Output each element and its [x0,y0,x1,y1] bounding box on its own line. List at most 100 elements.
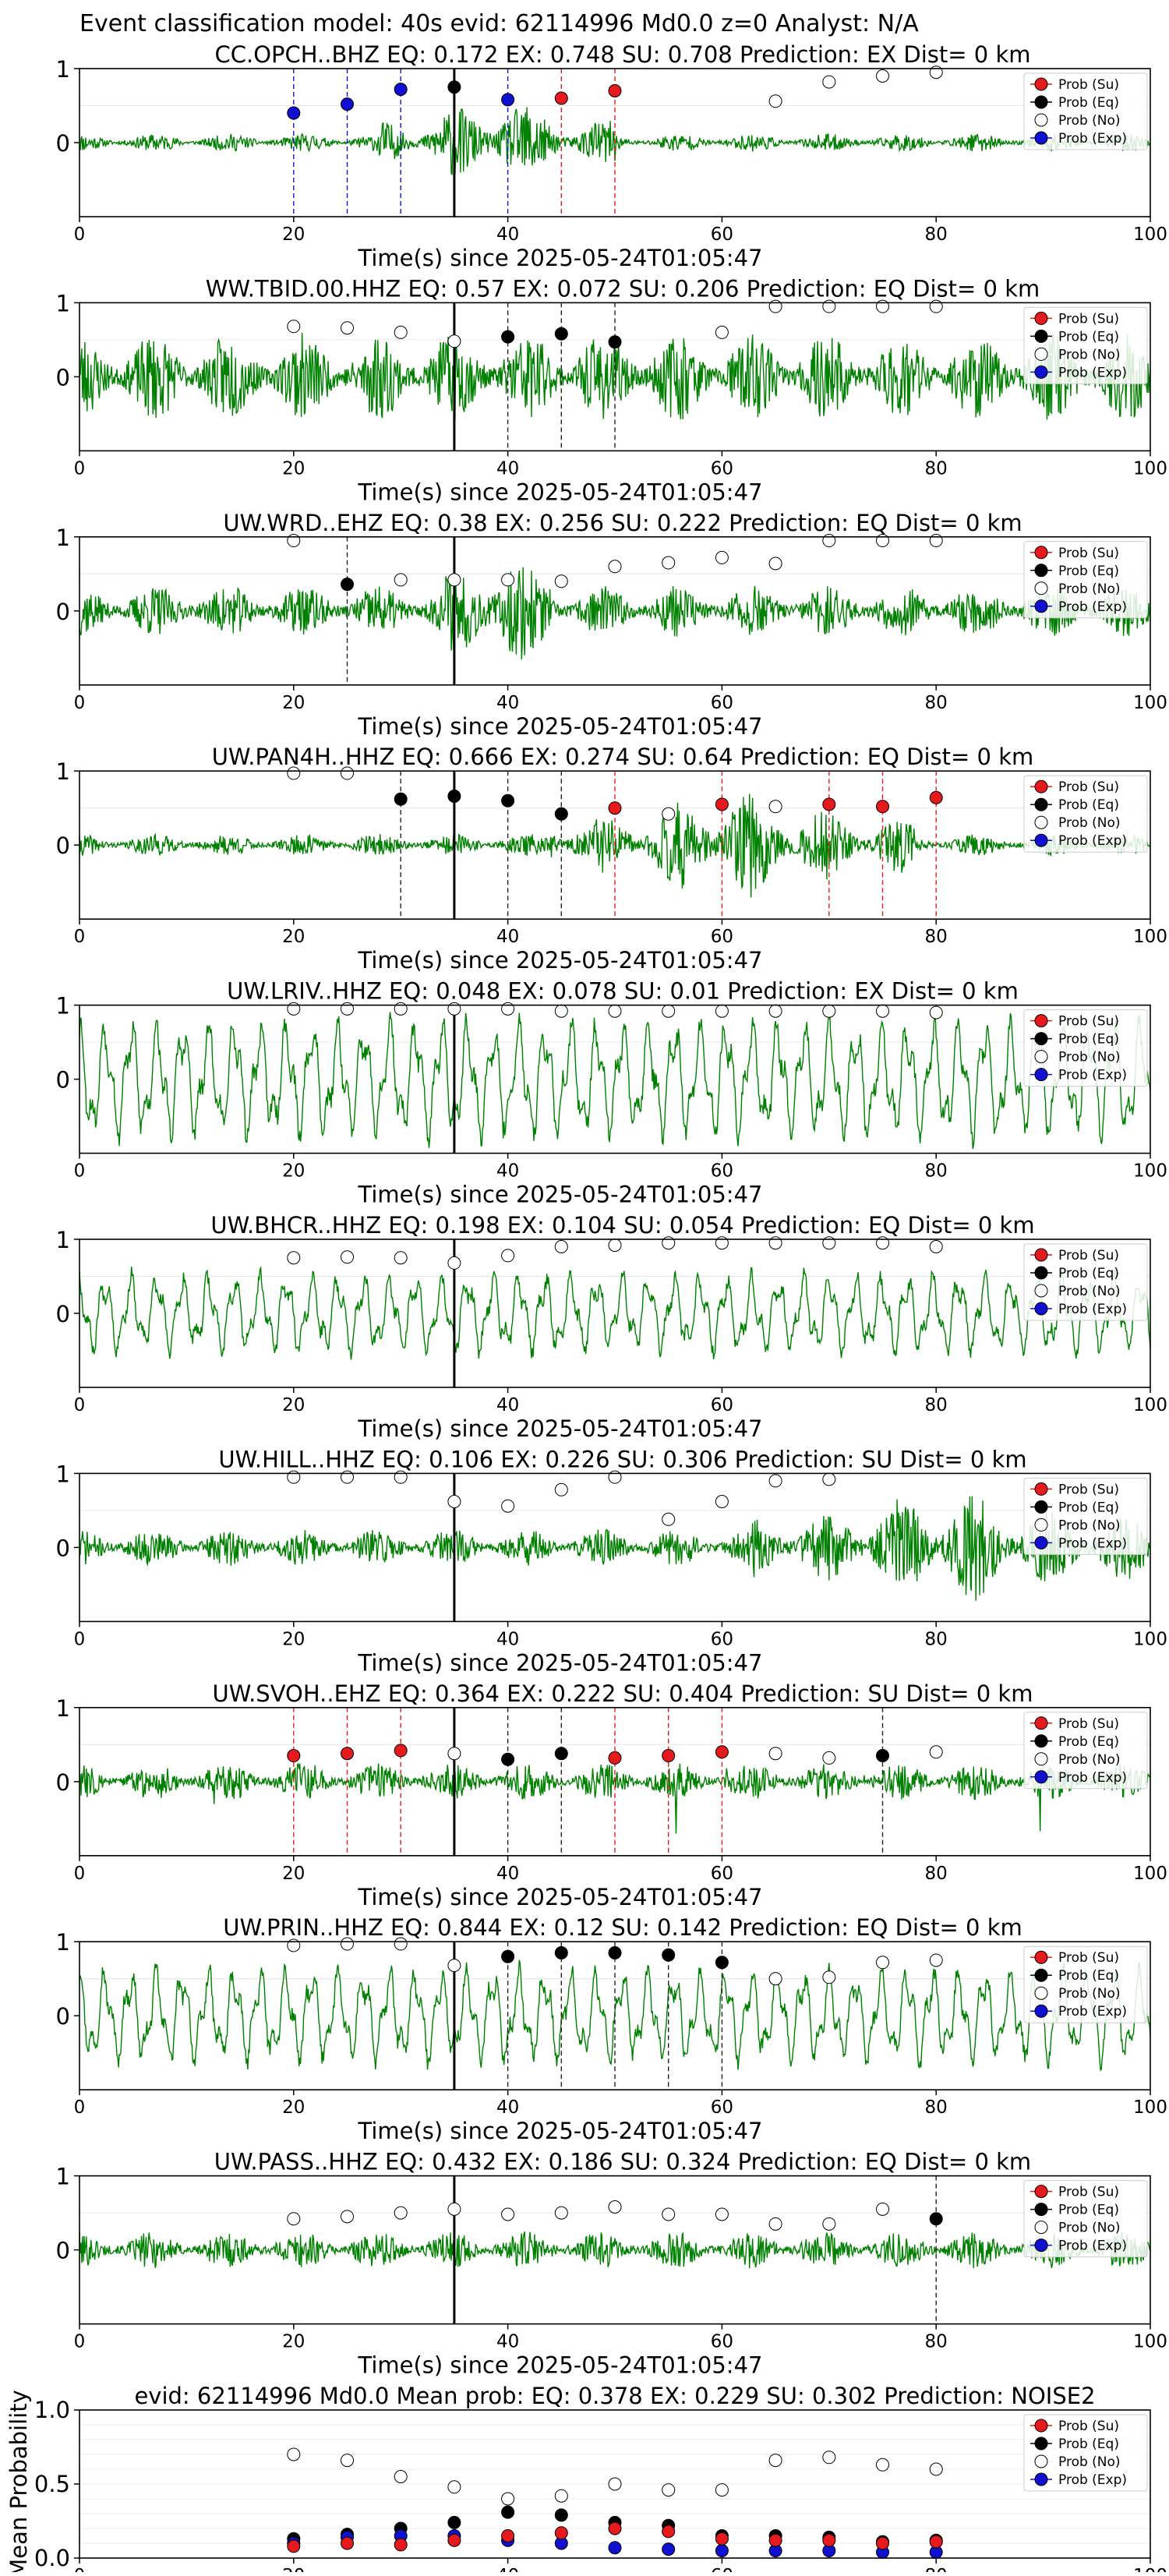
prob-marker-no [822,1004,836,1018]
mean-marker-su [341,2536,354,2550]
prob-marker-no [554,2206,568,2220]
x-tick-label: 40 [496,224,519,245]
prob-marker-no [394,1251,408,1265]
prob-marker-no [501,2207,515,2221]
prob-marker-no [608,1004,622,1018]
x-tick-label: 100 [1133,693,1167,713]
legend-box [1023,1243,1148,1321]
station-panel: WW.TBID.00.HHZ EQ: 0.57 EX: 0.072 SU: 0.… [56,275,1167,505]
legend-box [1023,541,1148,619]
legend-label-exp: Prob (Exp) [1058,131,1127,147]
x-tick-label: 20 [282,927,305,947]
legend-marker-su [1034,1950,1048,1964]
prob-marker-eq [447,790,461,803]
station-panel: CC.OPCH..BHZ EQ: 0.172 EX: 0.748 SU: 0.7… [56,41,1167,271]
prob-marker-no [929,1005,943,1019]
x-tick-label: 0 [74,1395,86,1415]
prob-marker-exp [287,106,301,120]
legend-marker-su [1034,1482,1048,1496]
prob-marker-su [929,790,943,804]
prob-marker-no [662,556,676,570]
prob-marker-su [876,800,889,814]
mean-marker-no [662,2483,676,2497]
x-tick-label: 60 [711,1161,733,1182]
x-axis-label: Time(s) since 2025-05-24T01:05:47 [358,1884,763,1910]
station-panel: UW.HILL..HHZ EQ: 0.106 EX: 0.226 SU: 0.3… [56,1446,1167,1676]
x-axis-label: Time(s) since 2025-05-24T01:05:47 [358,1415,763,1442]
x-tick-label: 100 [1133,1864,1167,1884]
legend-label-eq: Prob (Eq) [1058,95,1119,111]
legend-marker-su [1034,2185,1048,2199]
prob-marker-no [662,1004,676,1018]
prob-marker-no [876,299,889,313]
legend-marker-exp [1034,2004,1048,2018]
prob-marker-no [662,1512,676,1526]
mean-marker-su [287,2539,301,2553]
legend-label-exp: Prob (Exp) [1058,2239,1127,2254]
prob-marker-eq [929,2212,943,2226]
legend-marker-no [1034,1986,1048,2000]
station-panel: UW.BHCR..HHZ EQ: 0.198 EX: 0.104 SU: 0.0… [56,1212,1167,1442]
legend-label-no: Prob (No) [1058,1986,1121,2002]
prob-marker-no [929,65,943,80]
prob-marker-no [768,94,782,108]
mean-marker-eq [554,2508,568,2522]
x-tick-label: 0 [74,927,86,947]
legend-marker-exp [1034,365,1048,379]
y-tick-label: 0 [56,1301,70,1327]
legend-marker-no [1034,815,1048,829]
legend-marker-exp [1034,2239,1048,2253]
x-tick-label: 60 [711,224,733,245]
legend-label-exp: Prob (Exp) [1058,1535,1127,1551]
prob-marker-su [608,801,622,815]
mean-marker-no [768,2454,782,2468]
y-tick-label: 1.0 [34,2397,70,2423]
legend-marker-eq [1034,1968,1048,1982]
legend-marker-su [1034,311,1048,325]
prob-marker-eq [608,335,622,349]
prob-marker-exp [501,93,515,107]
prob-marker-no [822,1236,836,1250]
legend-label-su: Prob (Su) [1058,1950,1119,1966]
x-axis-label: Time(s) since 2025-05-24T01:05:47 [358,947,763,974]
panel-title: UW.WRD..EHZ EQ: 0.38 EX: 0.256 SU: 0.222… [223,510,1022,536]
station-panel: UW.PRIN..HHZ EQ: 0.844 EX: 0.12 SU: 0.14… [56,1914,1167,2144]
mean-marker-su [394,2538,408,2552]
legend-label-exp: Prob (Exp) [1058,833,1127,849]
prob-marker-no [341,321,354,335]
y-tick-label: 1 [56,1461,70,1487]
prob-marker-su [715,1745,729,1759]
mean-marker-su [929,2535,943,2549]
x-tick-label: 60 [711,2566,733,2572]
prob-marker-su [822,797,836,811]
x-tick-label: 100 [1133,224,1167,245]
x-tick-label: 0 [74,693,86,713]
x-tick-label: 40 [496,2332,519,2352]
y-tick-label: 1 [56,1929,70,1956]
prob-marker-no [929,1240,943,1253]
legend-marker-su [1034,1014,1048,1028]
mean-probability-panel: evid: 62114996 Md0.0 Mean prob: EQ: 0.37… [5,2383,1167,2576]
prob-marker-no [768,2217,782,2231]
x-tick-label: 0 [74,458,86,479]
legend-marker-su [1034,779,1048,793]
prob-marker-no [394,2206,408,2220]
legend-marker-eq [1034,1500,1048,1514]
prob-marker-no [341,1250,354,1264]
prob-marker-no [394,1937,408,1951]
x-tick-label: 20 [282,1161,305,1182]
prob-marker-no [287,1251,301,1265]
prob-marker-no [768,800,782,814]
legend-box [1023,775,1148,853]
prob-marker-no [715,1236,729,1250]
y-tick-label: 1 [56,2164,70,2190]
mean-marker-no [394,2470,408,2483]
prob-marker-eq [554,1945,568,1959]
prob-marker-eq [608,1945,622,1959]
legend-label-eq: Prob (Eq) [1058,1500,1119,1515]
prob-marker-no [822,1751,836,1765]
prob-marker-no [768,299,782,313]
prob-marker-no [715,550,729,564]
prob-marker-no [394,325,408,339]
